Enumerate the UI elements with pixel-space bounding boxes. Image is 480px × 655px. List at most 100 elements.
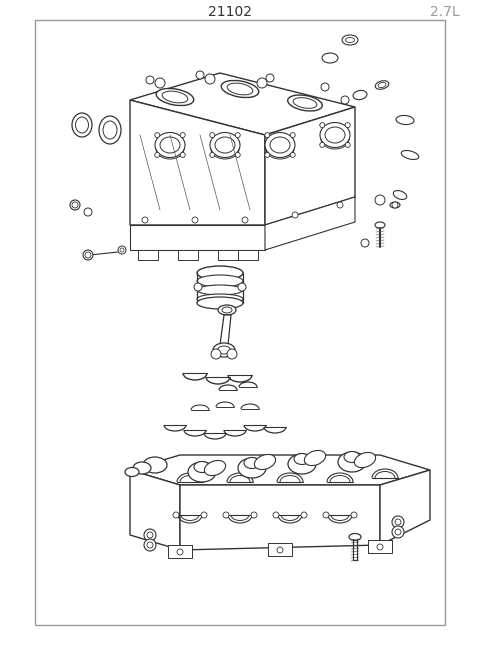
Circle shape [238,283,246,291]
Circle shape [118,246,126,254]
Ellipse shape [194,462,210,472]
Ellipse shape [217,346,230,354]
Circle shape [223,512,229,518]
Circle shape [70,200,80,210]
Circle shape [210,153,215,157]
Circle shape [265,153,270,157]
Circle shape [180,153,185,157]
Ellipse shape [393,191,407,200]
Circle shape [273,512,279,518]
Circle shape [277,547,283,553]
Ellipse shape [375,222,385,228]
Ellipse shape [378,83,386,88]
Circle shape [155,153,160,157]
Ellipse shape [133,462,151,474]
Circle shape [205,74,215,84]
Ellipse shape [354,453,376,468]
Polygon shape [218,250,238,260]
Ellipse shape [215,137,235,153]
Polygon shape [130,100,265,225]
Circle shape [146,76,154,84]
Ellipse shape [265,132,295,157]
Circle shape [395,519,401,525]
Polygon shape [130,470,180,550]
Ellipse shape [72,113,92,137]
Circle shape [155,78,165,88]
Ellipse shape [346,37,355,43]
Circle shape [155,132,160,138]
Circle shape [196,71,204,79]
Ellipse shape [197,294,243,304]
Ellipse shape [188,462,216,482]
Ellipse shape [160,137,180,153]
Circle shape [257,78,267,88]
Circle shape [85,252,91,258]
Circle shape [345,122,350,128]
Circle shape [72,202,78,208]
Circle shape [235,153,240,157]
Ellipse shape [254,455,276,470]
Circle shape [194,283,202,291]
Ellipse shape [375,81,389,89]
Circle shape [142,217,148,223]
Polygon shape [130,225,265,250]
Polygon shape [368,540,392,553]
Circle shape [375,195,385,205]
Circle shape [192,217,198,223]
Circle shape [392,526,404,538]
Circle shape [377,544,383,550]
Ellipse shape [349,534,361,540]
Ellipse shape [390,202,400,208]
Circle shape [392,516,404,528]
Circle shape [251,512,257,518]
Circle shape [345,142,350,147]
Ellipse shape [322,53,338,63]
Ellipse shape [155,132,185,157]
Polygon shape [265,107,355,225]
Ellipse shape [288,95,322,111]
Circle shape [337,202,343,208]
Polygon shape [265,197,355,250]
Circle shape [351,512,357,518]
Polygon shape [238,250,258,260]
Ellipse shape [218,305,236,315]
Polygon shape [180,485,380,550]
Circle shape [290,153,295,157]
Circle shape [147,532,153,538]
Circle shape [320,122,325,128]
Ellipse shape [204,460,226,476]
Circle shape [320,142,325,147]
Circle shape [83,250,93,260]
Ellipse shape [294,453,310,464]
Circle shape [361,239,369,247]
Circle shape [392,202,398,208]
Ellipse shape [353,90,367,100]
Ellipse shape [320,122,350,147]
Circle shape [144,539,156,551]
Ellipse shape [227,83,253,95]
Ellipse shape [288,454,316,474]
Ellipse shape [325,127,345,143]
Ellipse shape [143,457,167,473]
Circle shape [321,83,329,91]
Text: 2.7L: 2.7L [430,5,460,19]
Ellipse shape [238,458,266,478]
Polygon shape [138,250,158,260]
Circle shape [290,132,295,138]
Circle shape [84,208,92,216]
Polygon shape [380,470,430,545]
Ellipse shape [293,98,317,108]
Circle shape [120,248,124,252]
Polygon shape [268,543,292,556]
Ellipse shape [99,116,121,144]
Ellipse shape [401,151,419,160]
Circle shape [210,132,215,138]
Circle shape [144,529,156,541]
Ellipse shape [197,285,243,295]
Ellipse shape [244,457,260,468]
Circle shape [173,512,179,518]
Ellipse shape [162,91,188,103]
Polygon shape [168,545,192,558]
Circle shape [147,542,153,548]
Polygon shape [220,315,231,345]
